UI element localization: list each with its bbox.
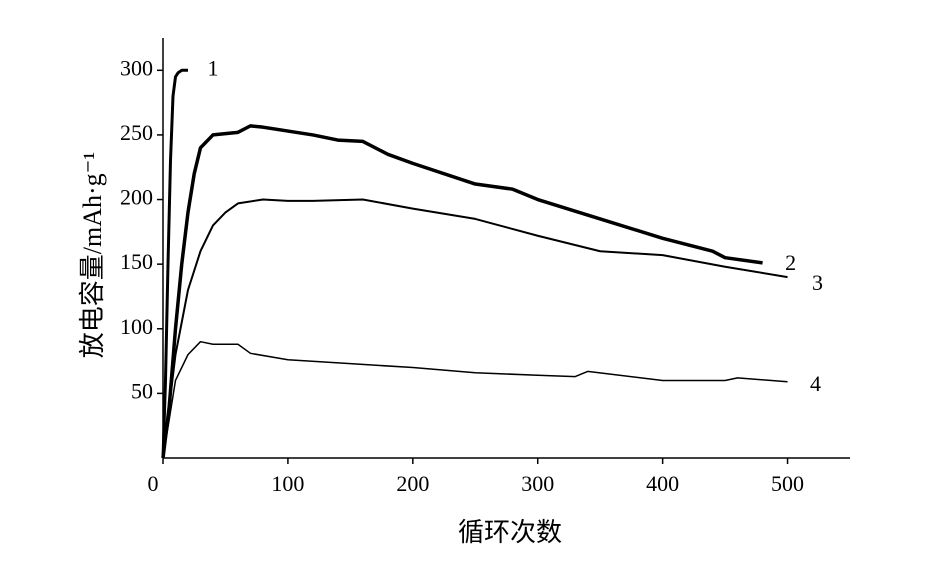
series-line <box>162 340 788 459</box>
y-tick-label: 50 <box>131 378 153 403</box>
x-tick-label: 200 <box>396 471 429 496</box>
series-line <box>161 68 188 459</box>
x-tick-label: 500 <box>771 471 804 496</box>
y-tick-label: 300 <box>120 55 153 80</box>
y-tick-label: 150 <box>120 249 153 274</box>
series-label: 3 <box>812 270 823 295</box>
x-tick-label: 100 <box>271 471 304 496</box>
series-label: 4 <box>810 371 821 396</box>
series-label: 2 <box>785 250 796 275</box>
x-tick-label: 300 <box>521 471 554 496</box>
y-tick-label: 200 <box>120 185 153 210</box>
x-tick-label: 0 <box>148 471 159 496</box>
y-tick-label: 100 <box>120 314 153 339</box>
series-label: 1 <box>207 55 218 80</box>
series-line <box>162 198 788 459</box>
x-axis-label: 循环次数 <box>458 518 562 547</box>
y-axis-label: 放电容量/mAh·g⁻¹ <box>78 152 107 358</box>
series-line <box>161 124 763 459</box>
y-tick-label: 250 <box>120 120 153 145</box>
x-tick-label: 400 <box>646 471 679 496</box>
